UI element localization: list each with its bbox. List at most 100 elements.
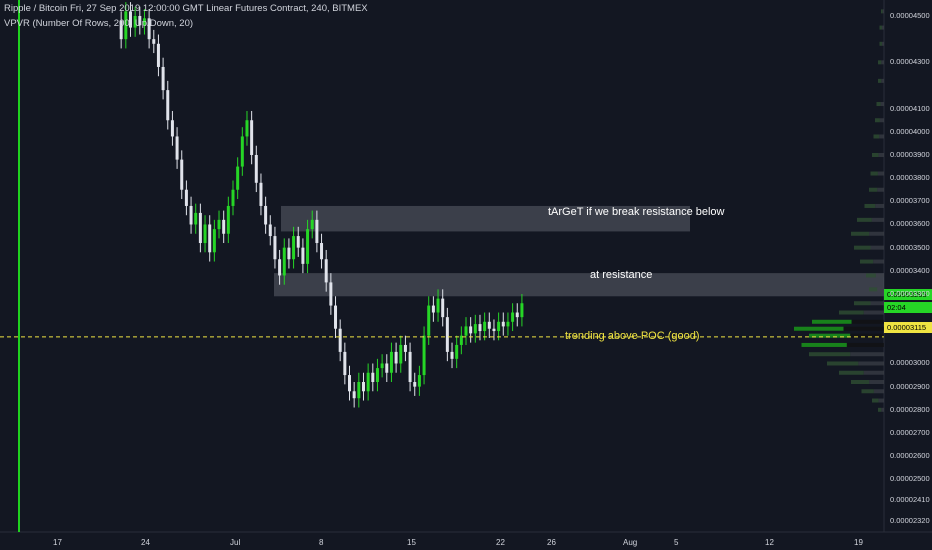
candle-body [240, 136, 244, 167]
poc-price-tag: 0.00003115 [884, 322, 932, 333]
volume-profile-bar-up [861, 389, 874, 394]
volume-profile-bar-down [851, 319, 884, 324]
candle-body [254, 154, 258, 183]
volume-profile-bar-down [873, 259, 884, 264]
candle-body [343, 351, 347, 376]
volume-profile-bar-up [878, 407, 882, 412]
y-tick-label: 0.00003900 [890, 149, 930, 159]
candle-body [287, 247, 291, 260]
candle-body [133, 16, 137, 28]
candle-body [497, 321, 501, 332]
candle-body [259, 182, 263, 206]
volume-profile-bar-down [881, 78, 884, 83]
candle-body [194, 212, 198, 225]
candle-body [515, 312, 519, 318]
candle-body [366, 372, 370, 392]
candle-body [208, 224, 212, 253]
volume-profile-bar-down [869, 231, 884, 236]
candle-body [483, 321, 487, 332]
candle-body [348, 375, 351, 392]
y-tick-label: 0.00002320 [890, 516, 930, 525]
candle-body [478, 324, 482, 332]
candle-body [273, 236, 277, 260]
candle-body [203, 224, 207, 244]
candle-body [441, 298, 445, 318]
y-tick-label: 0.00002500 [890, 474, 930, 484]
candle-body [226, 205, 230, 234]
y-tick-label: 0.00003700 [890, 196, 930, 206]
y-tick-label: 0.00003300 [890, 288, 930, 298]
volume-profile-bar-down [869, 380, 884, 385]
volume-profile-bar-down [850, 333, 884, 338]
x-tick-label: 12 [765, 538, 774, 547]
volume-profile-bar-down [877, 171, 884, 176]
candle-body [119, 20, 123, 40]
y-tick-label: 0.00003600 [890, 219, 930, 229]
volume-profile-bar-up [866, 273, 876, 278]
volume-profile-bar-up [794, 326, 844, 331]
candle-body [473, 324, 477, 334]
candle-body [142, 18, 146, 26]
resistance-zone-label: at resistance [590, 269, 653, 281]
volume-profile-bar-up [876, 102, 881, 107]
x-tick-label: 15 [407, 538, 416, 547]
candle-body [375, 368, 379, 383]
volume-profile-bar-down [880, 102, 884, 107]
volume-profile-bar-down [881, 41, 884, 46]
target-zone-label: tArGeT if we break resistance below [548, 206, 725, 218]
candle-body [138, 16, 142, 26]
volume-profile-bar-up [839, 370, 864, 375]
chart-title: Ripple / Bitcoin Fri, 27 Sep 2019 12:00:… [4, 3, 368, 14]
resistance-zone [274, 273, 884, 297]
volume-profile-bar-down [878, 398, 884, 403]
volume-profile-bar-up [873, 134, 880, 139]
candle-body [338, 328, 342, 352]
volume-profile-bar-up [881, 9, 883, 14]
candle-body [459, 335, 463, 345]
candle-body [184, 189, 188, 206]
x-tick-label: 26 [547, 538, 556, 547]
volume-profile-bar-up [851, 231, 870, 236]
y-tick-label: 0.00002700 [890, 427, 930, 437]
volume-profile-bar-down [870, 245, 884, 250]
volume-profile-bar-up [875, 118, 880, 123]
x-tick-label: 17 [53, 538, 62, 547]
candle-body [152, 39, 156, 44]
volume-profile-bar-up [878, 60, 882, 65]
volume-profile-bar-down [846, 342, 884, 347]
volume-profile-bar-up [801, 342, 847, 347]
y-tick-label: 0.00004000 [890, 126, 930, 136]
volume-profile-bar-up [864, 203, 876, 208]
candle-body [492, 328, 496, 332]
candle-body [385, 363, 389, 373]
candle-body [427, 305, 431, 336]
candle-body [417, 375, 421, 387]
candle-body [250, 120, 254, 155]
y-tick-label: 0.00004500 [890, 11, 930, 20]
y-tick-label: 0.00002410 [890, 495, 930, 505]
candle-body [306, 229, 310, 264]
candle-body [301, 247, 305, 264]
volume-profile-bar-up [869, 287, 878, 292]
volume-profile-bar-up [854, 301, 871, 306]
candle-body [501, 321, 505, 327]
volume-profile-bar-down [875, 203, 884, 208]
candle-body [320, 243, 324, 260]
candle-body [147, 18, 151, 40]
candle-body [324, 259, 328, 283]
candle-body [180, 159, 184, 190]
x-tick-label: 19 [854, 538, 863, 547]
y-tick-label: 0.00003800 [890, 173, 930, 183]
volume-profile-bar-down [879, 134, 884, 139]
y-tick-label: 0.00004300 [890, 57, 930, 67]
volume-profile-bar-up [857, 217, 872, 222]
y-tick-label: 0.00003400 [890, 265, 930, 275]
y-tick-label: 0.00002600 [890, 451, 930, 461]
volume-profile-bar-up [809, 352, 851, 357]
volume-profile-bar-down [870, 301, 884, 306]
y-tick-label: 0.00002900 [890, 381, 930, 391]
candle-body [292, 236, 296, 260]
x-tick-label: 22 [496, 538, 505, 547]
x-tick-label: Aug [623, 538, 638, 547]
